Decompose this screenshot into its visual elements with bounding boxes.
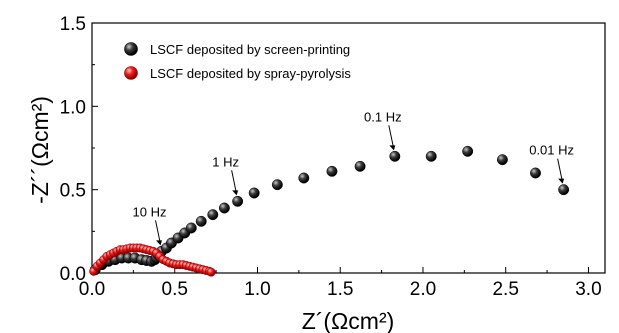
y-tick-label: 0.5 xyxy=(60,181,86,202)
annotation-arrowhead xyxy=(156,240,163,246)
x-tick-label: 2.0 xyxy=(410,279,436,300)
screen-printing-point xyxy=(326,165,338,177)
spray-pyrolysis-point xyxy=(206,267,216,277)
legend-label-screen-printing: LSCF deposited by screen-printing xyxy=(150,42,350,57)
screen-printing-point xyxy=(389,150,401,162)
plot-series xyxy=(89,145,570,277)
x-tick-label: 1.0 xyxy=(244,279,270,300)
legend-marker-screen-printing xyxy=(124,42,138,56)
screen-printing-point xyxy=(207,209,219,221)
y-axis-ticks: 0.0 0.5 1.0 1.5 xyxy=(60,14,98,285)
x-axis-title: Z´(Ωcm²) xyxy=(302,308,395,333)
frequency-annotations: 10 Hz 1 Hz 0.1 Hz 0.01 Hz xyxy=(133,109,574,246)
plot-frame xyxy=(91,22,606,274)
screen-printing-point xyxy=(271,179,283,191)
annotation-arrowhead xyxy=(232,190,239,196)
x-tick-label: 3.0 xyxy=(575,279,601,300)
y-axis-title: -Z´´(Ωcm²) xyxy=(27,96,53,204)
screen-printing-point xyxy=(185,222,197,234)
y-tick-label: 0.0 xyxy=(60,264,86,285)
legend-label-spray-pyrolysis: LSCF deposited by spray-pyrolysis xyxy=(150,66,351,81)
x-tick-label: 1.5 xyxy=(327,279,353,300)
screen-printing-point xyxy=(218,202,230,214)
screen-printing-point xyxy=(298,172,310,184)
x-tick-label: 2.5 xyxy=(492,279,518,300)
screen-printing-point xyxy=(195,215,207,227)
annotation-arrowhead xyxy=(389,145,396,151)
y-tick-label: 1.0 xyxy=(60,97,86,118)
screen-printing-point xyxy=(496,154,508,166)
annotation-label: 0.01 Hz xyxy=(529,143,574,158)
screen-printing-point xyxy=(530,167,541,179)
legend: LSCF deposited by screen-printing LSCF d… xyxy=(124,42,351,81)
x-axis-ticks: 0.0 0.5 1.0 1.5 2.0 2.5 3.0 xyxy=(79,267,602,300)
screen-printing-point xyxy=(558,184,570,196)
y-tick-label: 1.5 xyxy=(60,14,86,35)
annotation-arrowhead xyxy=(558,178,565,184)
screen-printing-point xyxy=(462,145,474,157)
screen-printing-point xyxy=(425,150,437,162)
annotation-label: 0.1 Hz xyxy=(364,109,402,124)
series-spray-pyrolysis xyxy=(89,243,216,277)
screen-printing-point xyxy=(354,160,366,172)
annotation-label: 10 Hz xyxy=(133,204,167,219)
screen-printing-point xyxy=(232,195,244,207)
screen-printing-point xyxy=(248,187,260,199)
x-tick-label: 0.5 xyxy=(162,279,188,300)
annotation-label: 1 Hz xyxy=(212,154,239,169)
x-tick-label: 0.0 xyxy=(79,279,105,300)
legend-marker-spray-pyrolysis xyxy=(124,66,138,80)
